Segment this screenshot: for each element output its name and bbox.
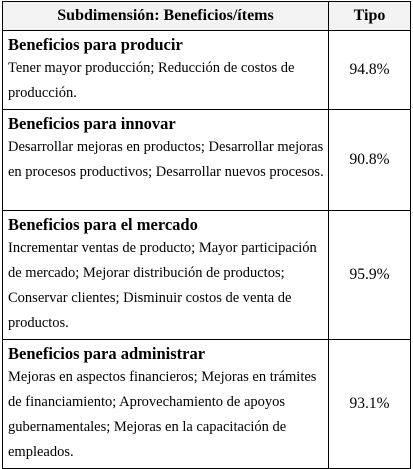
row-value: 94.8%: [328, 30, 411, 110]
row-description-cell: Beneficios para producir Tener mayor pro…: [2, 30, 329, 110]
row-title: Beneficios para administrar: [8, 344, 206, 363]
table-row: Beneficios para innovar Desarrollar mejo…: [2, 109, 411, 211]
table-body: Beneficios para producir Tener mayor pro…: [2, 30, 411, 469]
row-description-cell: Beneficios para el mercado Incrementar v…: [2, 210, 329, 340]
row-title: Beneficios para el mercado: [8, 215, 198, 234]
row-value: 93.1%: [328, 339, 411, 469]
row-items: Mejoras en aspectos financieros; Mejoras…: [8, 369, 317, 460]
row-description-cell: Beneficios para innovar Desarrollar mejo…: [2, 109, 329, 211]
row-items: Desarrollar mejoras en productos; Desarr…: [8, 139, 324, 180]
header-row: Subdimensión: Beneficios/ítems Tipo: [2, 1, 411, 31]
table-header: Subdimensión: Beneficios/ítems Tipo: [2, 1, 411, 31]
row-title: Beneficios para producir: [8, 35, 183, 54]
row-value: 95.9%: [328, 210, 411, 340]
row-items: Tener mayor producción; Reducción de cos…: [8, 60, 295, 101]
table-row: Beneficios para administrar Mejoras en a…: [2, 339, 411, 469]
header-subdimension: Subdimensión: Beneficios/ítems: [2, 1, 329, 31]
header-tipo: Tipo: [328, 1, 411, 31]
row-value: 90.8%: [328, 109, 411, 211]
row-items: Incrementar ventas de producto; Mayor pa…: [8, 240, 317, 331]
table-row: Beneficios para producir Tener mayor pro…: [2, 30, 411, 110]
row-description-cell: Beneficios para administrar Mejoras en a…: [2, 339, 329, 469]
table-row: Beneficios para el mercado Incrementar v…: [2, 210, 411, 340]
row-title: Beneficios para innovar: [8, 114, 176, 133]
